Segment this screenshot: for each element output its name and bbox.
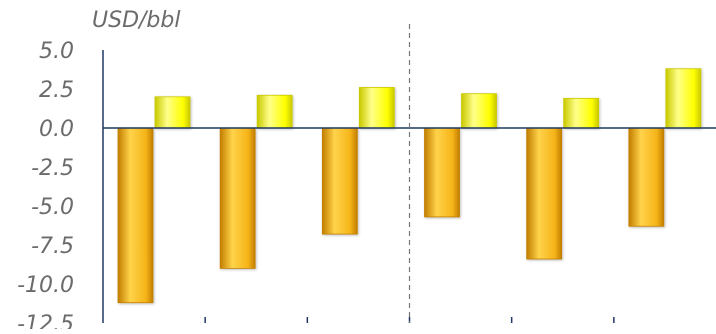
bar-series2-group6 xyxy=(665,68,702,129)
y-tick-label: 0.0 xyxy=(39,117,74,142)
y-tick-label: 5.0 xyxy=(39,39,74,64)
y-tick-label: -2.5 xyxy=(31,156,74,181)
y-tick-label: 2.5 xyxy=(39,78,74,103)
bar-series1-group2 xyxy=(219,127,256,269)
bar-series2-group5 xyxy=(563,97,600,129)
bar-series2-group2 xyxy=(256,94,293,129)
bar-series1-group4 xyxy=(424,127,460,218)
bar-series1-group1 xyxy=(117,127,154,304)
bar-series2-group1 xyxy=(154,96,191,129)
bar-series1-group6 xyxy=(628,127,665,227)
bar-series2-group3 xyxy=(358,87,395,129)
bar-series2-group4 xyxy=(461,93,497,129)
bar-series1-group5 xyxy=(526,127,563,260)
y-tick-label: -7.5 xyxy=(31,234,74,259)
bar-series1-group3 xyxy=(321,127,358,235)
y-tick-label: -10.0 xyxy=(17,273,74,298)
y-tick-label: -12.5 xyxy=(17,312,74,329)
y-axis-unit-label: USD/bbl xyxy=(92,8,181,33)
y-tick-label: -5.0 xyxy=(31,195,74,220)
